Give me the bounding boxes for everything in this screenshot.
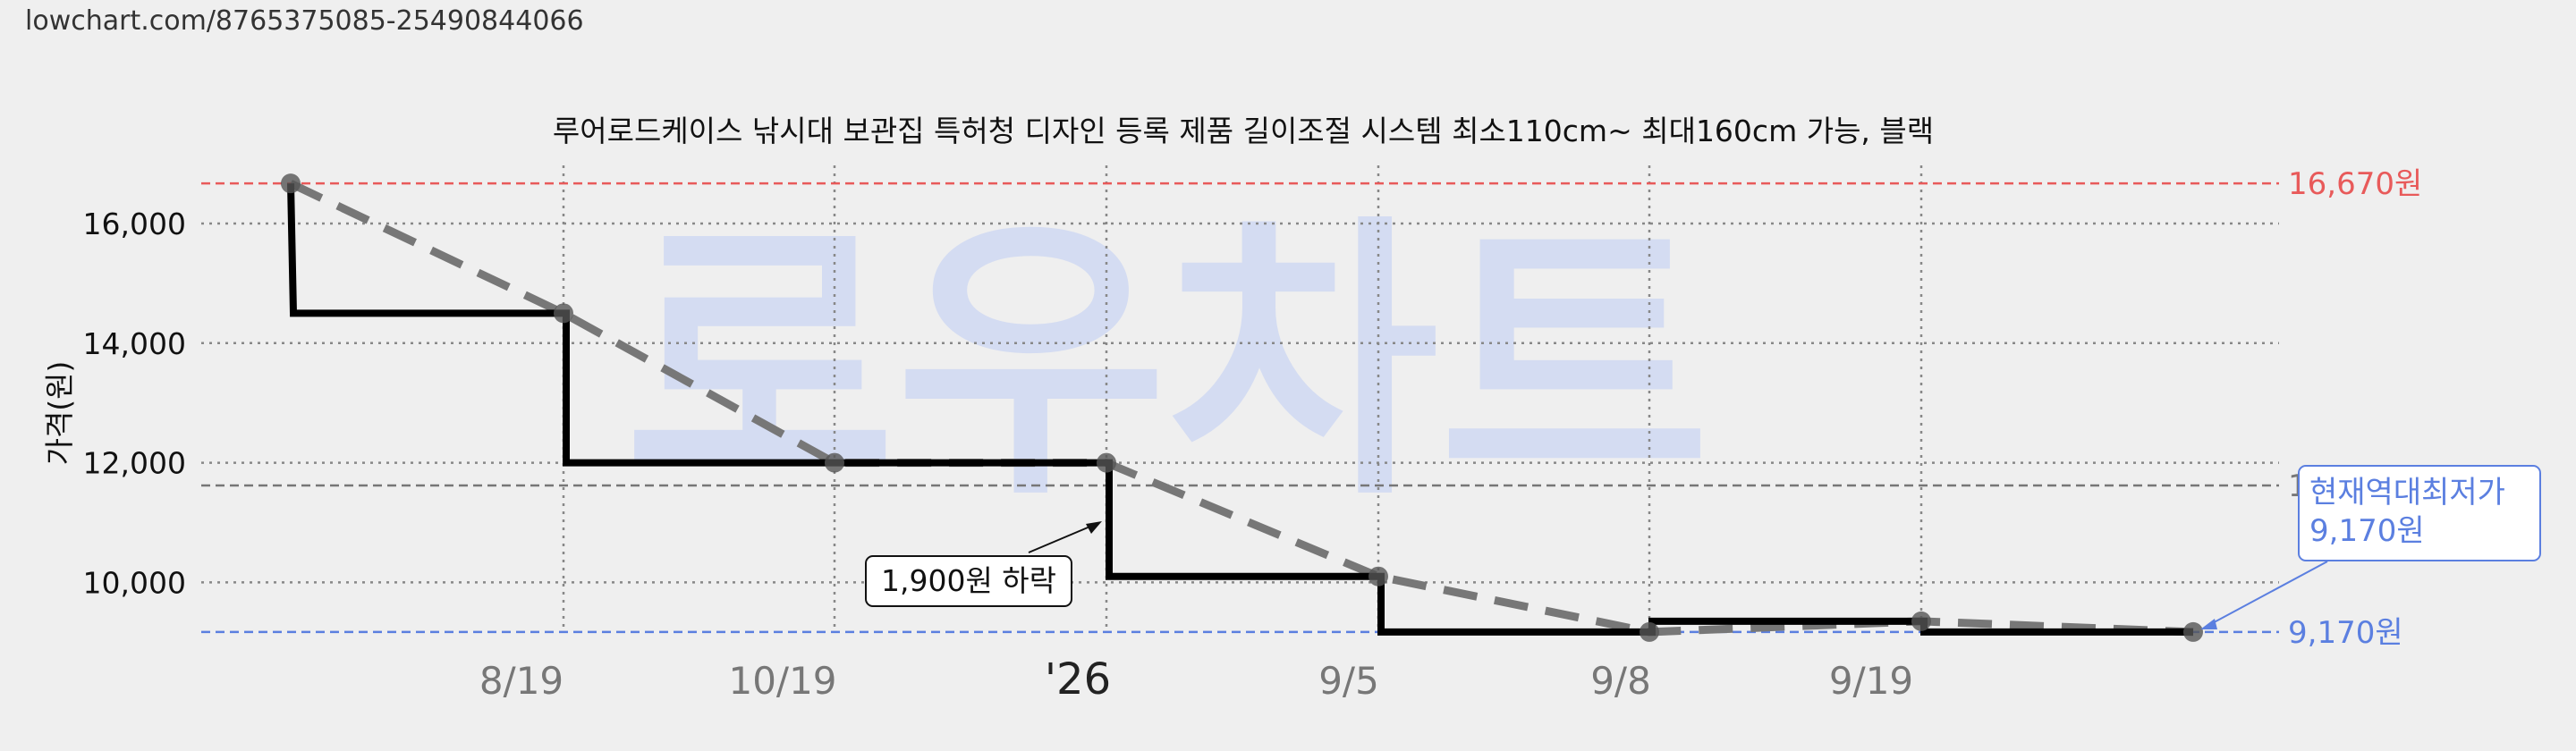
x-tick-label: 9/5 <box>1318 659 1379 703</box>
drop-callout-text: 1,900원 하락 <box>881 563 1056 598</box>
data-point <box>1368 566 1388 586</box>
x-tick-label: 9/19 <box>1829 659 1913 703</box>
lowest-callout-text: 현재역대최저가 <box>2309 475 2505 511</box>
data-point <box>281 173 301 194</box>
drop-callout-box <box>865 555 1072 607</box>
data-point <box>1911 611 1931 631</box>
y-tick-label: 16,000 <box>83 207 186 241</box>
x-tick-label: 9/8 <box>1590 659 1651 703</box>
y-axis-label: 가격(원) <box>42 361 77 466</box>
lowest-callout-arrowhead <box>2200 619 2217 629</box>
x-tick-label: 10/19 <box>728 659 836 703</box>
drop-callout-arrow <box>1028 522 1099 553</box>
data-point <box>2183 621 2203 642</box>
data-point <box>554 303 573 324</box>
reference-line-label: 9,170원 <box>2288 615 2403 651</box>
price-step-line <box>287 183 2193 636</box>
lowest-callout-arrow <box>2207 561 2328 627</box>
data-point <box>1640 621 1659 642</box>
data-point <box>1097 452 1116 473</box>
y-tick-label: 14,000 <box>83 326 186 361</box>
data-point <box>825 452 844 473</box>
x-axis-ticks: 8/19 10/19 '26 9/5 9/8 9/19 <box>479 654 1913 705</box>
reference-line-label: 16,670원 <box>2288 166 2422 202</box>
watermark: 로우차트 <box>624 191 1710 535</box>
y-tick-label: 12,000 <box>83 446 186 481</box>
y-axis-ticks: 10,000 12,000 14,000 16,000 <box>83 207 186 600</box>
grid <box>201 165 2279 630</box>
page-url: lowchart.com/8765375085-25490844066 <box>25 5 584 37</box>
chart-title: 루어로드케이스 낚시대 보관집 특허청 디자인 등록 제품 길이조절 시스템 최… <box>553 114 1934 148</box>
drop-callout-arrowhead <box>1086 521 1102 534</box>
y-tick-label: 10,000 <box>83 565 186 600</box>
lowest-callout-value: 9,170원 <box>2309 513 2425 549</box>
lowest-callout-box <box>2298 465 2541 561</box>
price-series <box>281 173 2203 642</box>
x-tick-label: 8/19 <box>479 659 564 703</box>
x-tick-label: '26 <box>1045 654 1111 705</box>
